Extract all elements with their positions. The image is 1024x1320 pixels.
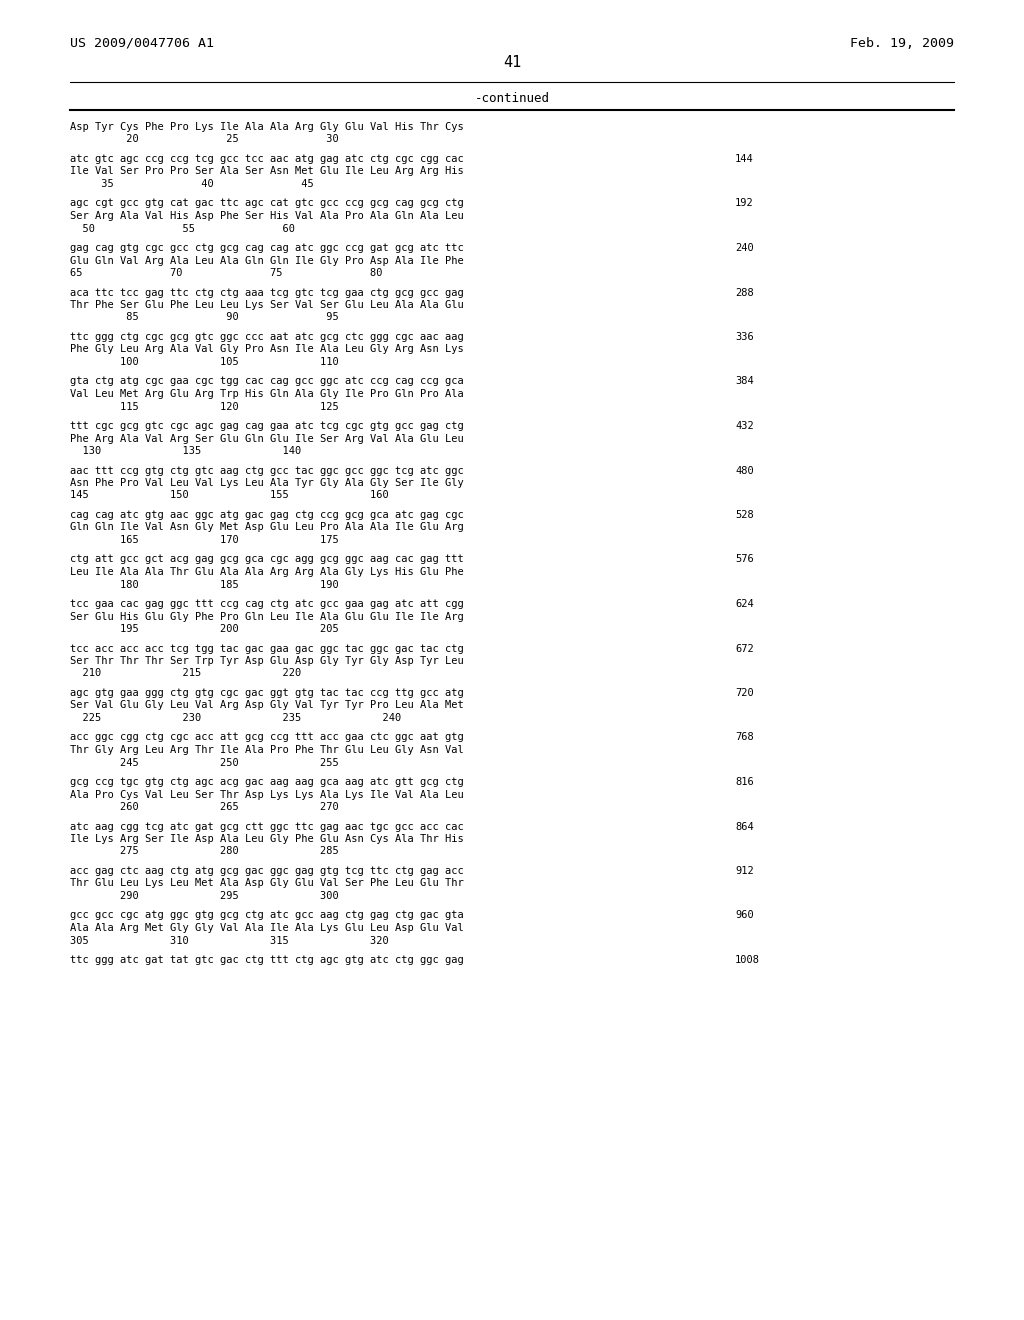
Text: Ser Glu His Glu Gly Phe Pro Gln Leu Ile Ala Glu Glu Ile Ile Arg: Ser Glu His Glu Gly Phe Pro Gln Leu Ile … <box>70 611 464 622</box>
Text: 192: 192 <box>735 198 754 209</box>
Text: 336: 336 <box>735 333 754 342</box>
Text: 195             200             205: 195 200 205 <box>70 624 339 634</box>
Text: 290             295             300: 290 295 300 <box>70 891 339 902</box>
Text: tcc gaa cac gag ggc ttt ccg cag ctg atc gcc gaa gag atc att cgg: tcc gaa cac gag ggc ttt ccg cag ctg atc … <box>70 599 464 609</box>
Text: Leu Ile Ala Ala Thr Glu Ala Ala Arg Arg Ala Gly Lys His Glu Phe: Leu Ile Ala Ala Thr Glu Ala Ala Arg Arg … <box>70 568 464 577</box>
Text: Ile Lys Arg Ser Ile Asp Ala Leu Gly Phe Glu Asn Cys Ala Thr His: Ile Lys Arg Ser Ile Asp Ala Leu Gly Phe … <box>70 834 464 843</box>
Text: Ala Pro Cys Val Leu Ser Thr Asp Lys Lys Ala Lys Ile Val Ala Leu: Ala Pro Cys Val Leu Ser Thr Asp Lys Lys … <box>70 789 464 800</box>
Text: Ser Val Glu Gly Leu Val Arg Asp Gly Val Tyr Tyr Pro Leu Ala Met: Ser Val Glu Gly Leu Val Arg Asp Gly Val … <box>70 701 464 710</box>
Text: acc gag ctc aag ctg atg gcg gac ggc gag gtg tcg ttc ctg gag acc: acc gag ctc aag ctg atg gcg gac ggc gag … <box>70 866 464 876</box>
Text: aac ttt ccg gtg ctg gtc aag ctg gcc tac ggc gcc ggc tcg atc ggc: aac ttt ccg gtg ctg gtc aag ctg gcc tac … <box>70 466 464 475</box>
Text: 144: 144 <box>735 154 754 164</box>
Text: 65              70              75              80: 65 70 75 80 <box>70 268 383 279</box>
Text: Phe Arg Ala Val Arg Ser Glu Gln Glu Ile Ser Arg Val Ala Glu Leu: Phe Arg Ala Val Arg Ser Glu Gln Glu Ile … <box>70 433 464 444</box>
Text: 432: 432 <box>735 421 754 432</box>
Text: 260             265             270: 260 265 270 <box>70 803 339 812</box>
Text: 624: 624 <box>735 599 754 609</box>
Text: Ala Ala Arg Met Gly Gly Val Ala Ile Ala Lys Glu Leu Asp Glu Val: Ala Ala Arg Met Gly Gly Val Ala Ile Ala … <box>70 923 464 933</box>
Text: 20              25              30: 20 25 30 <box>70 135 339 144</box>
Text: Gln Gln Ile Val Asn Gly Met Asp Glu Leu Pro Ala Ala Ile Glu Arg: Gln Gln Ile Val Asn Gly Met Asp Glu Leu … <box>70 523 464 532</box>
Text: 35              40              45: 35 40 45 <box>70 180 313 189</box>
Text: tcc acc acc acc tcg tgg tac gac gaa gac ggc tac ggc gac tac ctg: tcc acc acc acc tcg tgg tac gac gaa gac … <box>70 644 464 653</box>
Text: 384: 384 <box>735 376 754 387</box>
Text: 720: 720 <box>735 688 754 698</box>
Text: 480: 480 <box>735 466 754 475</box>
Text: 245             250             255: 245 250 255 <box>70 758 339 767</box>
Text: Glu Gln Val Arg Ala Leu Ala Gln Gln Ile Gly Pro Asp Ala Ile Phe: Glu Gln Val Arg Ala Leu Ala Gln Gln Ile … <box>70 256 464 265</box>
Text: 41: 41 <box>503 55 521 70</box>
Text: 912: 912 <box>735 866 754 876</box>
Text: agc gtg gaa ggg ctg gtg cgc gac ggt gtg tac tac ccg ttg gcc atg: agc gtg gaa ggg ctg gtg cgc gac ggt gtg … <box>70 688 464 698</box>
Text: 1008: 1008 <box>735 954 760 965</box>
Text: Thr Gly Arg Leu Arg Thr Ile Ala Pro Phe Thr Glu Leu Gly Asn Val: Thr Gly Arg Leu Arg Thr Ile Ala Pro Phe … <box>70 744 464 755</box>
Text: 85              90              95: 85 90 95 <box>70 313 339 322</box>
Text: gta ctg atg cgc gaa cgc tgg cac cag gcc ggc atc ccg cag ccg gca: gta ctg atg cgc gaa cgc tgg cac cag gcc … <box>70 376 464 387</box>
Text: 115             120             125: 115 120 125 <box>70 401 339 412</box>
Text: Val Leu Met Arg Glu Arg Trp His Gln Ala Gly Ile Pro Gln Pro Ala: Val Leu Met Arg Glu Arg Trp His Gln Ala … <box>70 389 464 399</box>
Text: 130             135             140: 130 135 140 <box>70 446 301 455</box>
Text: Ile Val Ser Pro Pro Ser Ala Ser Asn Met Glu Ile Leu Arg Arg His: Ile Val Ser Pro Pro Ser Ala Ser Asn Met … <box>70 166 464 177</box>
Text: 288: 288 <box>735 288 754 297</box>
Text: 145             150             155             160: 145 150 155 160 <box>70 491 389 500</box>
Text: 305             310             315             320: 305 310 315 320 <box>70 936 389 945</box>
Text: 100             105             110: 100 105 110 <box>70 356 339 367</box>
Text: 210             215             220: 210 215 220 <box>70 668 301 678</box>
Text: Ser Thr Thr Thr Ser Trp Tyr Asp Glu Asp Gly Tyr Gly Asp Tyr Leu: Ser Thr Thr Thr Ser Trp Tyr Asp Glu Asp … <box>70 656 464 667</box>
Text: Ser Arg Ala Val His Asp Phe Ser His Val Ala Pro Ala Gln Ala Leu: Ser Arg Ala Val His Asp Phe Ser His Val … <box>70 211 464 220</box>
Text: 50              55              60: 50 55 60 <box>70 223 295 234</box>
Text: -continued: -continued <box>474 92 550 106</box>
Text: US 2009/0047706 A1: US 2009/0047706 A1 <box>70 37 214 50</box>
Text: 180             185             190: 180 185 190 <box>70 579 339 590</box>
Text: gag cag gtg cgc gcc ctg gcg cag cag atc ggc ccg gat gcg atc ttc: gag cag gtg cgc gcc ctg gcg cag cag atc … <box>70 243 464 253</box>
Text: Thr Phe Ser Glu Phe Leu Leu Lys Ser Val Ser Glu Leu Ala Ala Glu: Thr Phe Ser Glu Phe Leu Leu Lys Ser Val … <box>70 300 464 310</box>
Text: 528: 528 <box>735 510 754 520</box>
Text: 225             230             235             240: 225 230 235 240 <box>70 713 401 723</box>
Text: 165             170             175: 165 170 175 <box>70 535 339 545</box>
Text: 576: 576 <box>735 554 754 565</box>
Text: gcc gcc cgc atg ggc gtg gcg ctg atc gcc aag ctg gag ctg gac gta: gcc gcc cgc atg ggc gtg gcg ctg atc gcc … <box>70 911 464 920</box>
Text: Thr Glu Leu Lys Leu Met Ala Asp Gly Glu Val Ser Phe Leu Glu Thr: Thr Glu Leu Lys Leu Met Ala Asp Gly Glu … <box>70 879 464 888</box>
Text: cag cag atc gtg aac ggc atg gac gag ctg ccg gcg gca atc gag cgc: cag cag atc gtg aac ggc atg gac gag ctg … <box>70 510 464 520</box>
Text: 768: 768 <box>735 733 754 742</box>
Text: agc cgt gcc gtg cat gac ttc agc cat gtc gcc ccg gcg cag gcg ctg: agc cgt gcc gtg cat gac ttc agc cat gtc … <box>70 198 464 209</box>
Text: 816: 816 <box>735 777 754 787</box>
Text: Asp Tyr Cys Phe Pro Lys Ile Ala Ala Arg Gly Glu Val His Thr Cys: Asp Tyr Cys Phe Pro Lys Ile Ala Ala Arg … <box>70 121 464 132</box>
Text: gcg ccg tgc gtg ctg agc acg gac aag aag gca aag atc gtt gcg ctg: gcg ccg tgc gtg ctg agc acg gac aag aag … <box>70 777 464 787</box>
Text: Phe Gly Leu Arg Ala Val Gly Pro Asn Ile Ala Leu Gly Arg Asn Lys: Phe Gly Leu Arg Ala Val Gly Pro Asn Ile … <box>70 345 464 355</box>
Text: ttc ggg ctg cgc gcg gtc ggc ccc aat atc gcg ctc ggg cgc aac aag: ttc ggg ctg cgc gcg gtc ggc ccc aat atc … <box>70 333 464 342</box>
Text: ttt cgc gcg gtc cgc agc gag cag gaa atc tcg cgc gtg gcc gag ctg: ttt cgc gcg gtc cgc agc gag cag gaa atc … <box>70 421 464 432</box>
Text: aca ttc tcc gag ttc ctg ctg aaa tcg gtc tcg gaa ctg gcg gcc gag: aca ttc tcc gag ttc ctg ctg aaa tcg gtc … <box>70 288 464 297</box>
Text: 275             280             285: 275 280 285 <box>70 846 339 857</box>
Text: acc ggc cgg ctg cgc acc att gcg ccg ttt acc gaa ctc ggc aat gtg: acc ggc cgg ctg cgc acc att gcg ccg ttt … <box>70 733 464 742</box>
Text: 960: 960 <box>735 911 754 920</box>
Text: 864: 864 <box>735 821 754 832</box>
Text: 672: 672 <box>735 644 754 653</box>
Text: Feb. 19, 2009: Feb. 19, 2009 <box>850 37 954 50</box>
Text: atc aag cgg tcg atc gat gcg ctt ggc ttc gag aac tgc gcc acc cac: atc aag cgg tcg atc gat gcg ctt ggc ttc … <box>70 821 464 832</box>
Text: ctg att gcc gct acg gag gcg gca cgc agg gcg ggc aag cac gag ttt: ctg att gcc gct acg gag gcg gca cgc agg … <box>70 554 464 565</box>
Text: atc gtc agc ccg ccg tcg gcc tcc aac atg gag atc ctg cgc cgg cac: atc gtc agc ccg ccg tcg gcc tcc aac atg … <box>70 154 464 164</box>
Text: 240: 240 <box>735 243 754 253</box>
Text: Asn Phe Pro Val Leu Val Lys Leu Ala Tyr Gly Ala Gly Ser Ile Gly: Asn Phe Pro Val Leu Val Lys Leu Ala Tyr … <box>70 478 464 488</box>
Text: ttc ggg atc gat tat gtc gac ctg ttt ctg agc gtg atc ctg ggc gag: ttc ggg atc gat tat gtc gac ctg ttt ctg … <box>70 954 464 965</box>
